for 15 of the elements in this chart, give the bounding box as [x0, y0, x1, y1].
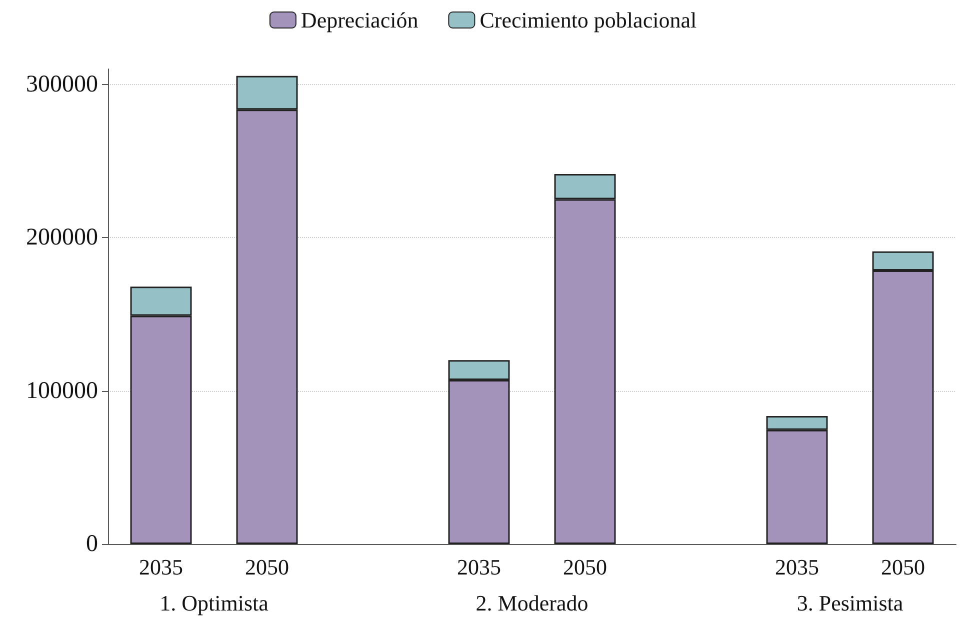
text: 1. Optimista [160, 590, 269, 616]
y-tick-label: 100000 [26, 378, 98, 404]
x-tick-label: 2050 [563, 554, 607, 580]
x-tick-label: 2035 [457, 554, 501, 580]
x-tick-label: 2050 [245, 554, 289, 580]
x-tick-label: 2035 [775, 554, 819, 580]
x-tick-label: 2035 [139, 554, 183, 580]
legend-label: Depreciación [300, 8, 418, 32]
y-tick-label: 300000 [26, 71, 98, 98]
y-tick-label: 0 [86, 531, 98, 557]
x-tick-label: 2050 [881, 554, 925, 580]
legend-label: Crecimiento poblacional [480, 8, 697, 32]
y-tick-label: 200000 [26, 224, 98, 251]
text: 2. Moderado [476, 590, 588, 616]
text: 3. Pesimista [796, 590, 904, 616]
